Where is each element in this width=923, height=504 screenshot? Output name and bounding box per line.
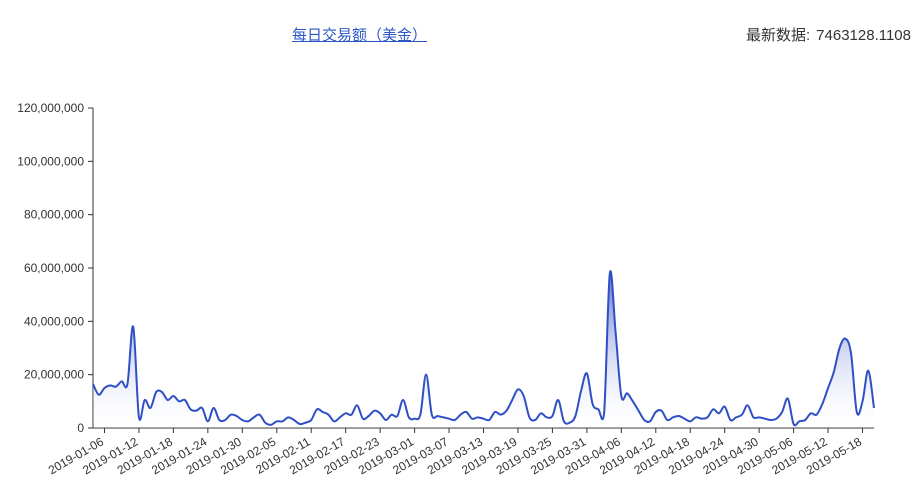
latest-data: 最新数据: 7463128.1108 <box>746 24 911 45</box>
y-axis: 0 20,000,000 40,000,000 60,000,000 80,000,00… <box>17 101 94 435</box>
series-line <box>92 270 875 427</box>
y-tick-label: 20,000,000 <box>24 368 84 382</box>
latest-data-label: 最新数据: <box>746 27 811 44</box>
chart-title-link[interactable]: 每日交易额（美金） <box>292 27 428 44</box>
y-tick-label: 80,000,000 <box>24 208 84 222</box>
series-area <box>93 271 874 428</box>
y-tick-label: 100,000,000 <box>17 154 84 168</box>
latest-data-value: 7463128.1108 <box>816 27 911 44</box>
y-tick-label: 40,000,000 <box>24 314 84 328</box>
x-axis: 2019-01-062019-01-122019-01-182019-01-24… <box>46 427 874 477</box>
y-tick-label: 60,000,000 <box>24 261 84 275</box>
y-tick-label: 0 <box>77 421 84 435</box>
y-tick-label: 120,000,000 <box>17 101 84 115</box>
